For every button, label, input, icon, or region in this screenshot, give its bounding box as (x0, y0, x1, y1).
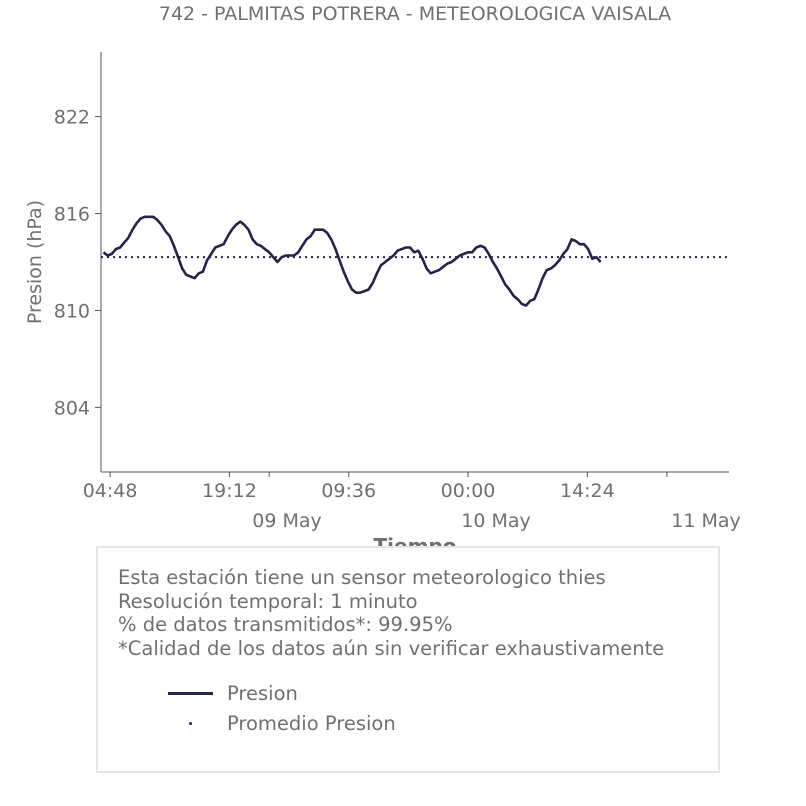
x-date-label: 11 May (671, 510, 741, 532)
legend-item-promedio: Promedio Presion (168, 710, 396, 736)
legend-label-presion: Presion (227, 681, 298, 705)
plot-area: 804 810 816 822 04:48 19:12 09:36 00:00 14:24 09 … (54, 52, 741, 532)
info-sensor: Esta estación tiene un sensor meteorolog… (118, 566, 606, 589)
pressure-series-line (102, 215, 602, 307)
x-tick-label: 00:00 (441, 480, 496, 502)
info-quality-note: *Calidad de los datos aún sin verificar … (118, 636, 665, 660)
y-axis-label: Presion (hPa) (24, 200, 46, 324)
legend-dot-icon (168, 713, 213, 733)
x-date-label: 09 May (252, 510, 322, 532)
x-tick-label: 09:36 (321, 480, 376, 502)
chart-title: 742 - PALMITAS POTRERA - METEOROLOGICA V… (159, 3, 671, 25)
info-box: Esta estación tiene un sensor meteorolog… (96, 546, 720, 773)
legend-label-promedio: Promedio Presion (227, 711, 396, 735)
y-tick-label: 810 (54, 300, 90, 322)
y-tick-label: 822 (54, 107, 90, 129)
y-tick-label: 804 (54, 397, 90, 419)
station-info: Esta estación tiene un sensor meteorolog… (118, 566, 664, 660)
info-transmitted: % de datos transmitidos*: 99.95% (118, 613, 453, 636)
info-resolution: Resolución temporal: 1 minuto (118, 589, 418, 613)
legend-item-presion: Presion (168, 680, 298, 706)
x-tick-label: 04:48 (83, 480, 138, 502)
x-tick-label: 14:24 (560, 480, 615, 502)
y-tick-label: 816 (54, 204, 90, 226)
legend-line-icon (168, 683, 213, 703)
x-date-label: 10 May (461, 510, 531, 532)
x-tick-label: 19:12 (202, 480, 257, 502)
